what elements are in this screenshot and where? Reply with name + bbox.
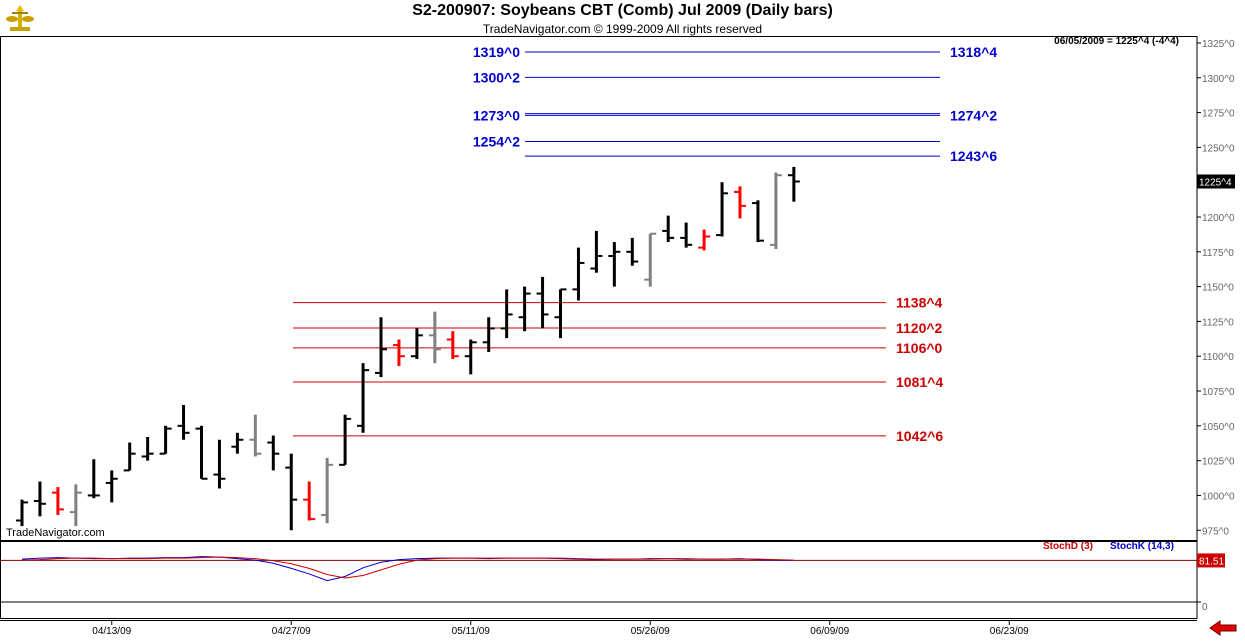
stochd-line bbox=[21, 556, 794, 579]
date-tick-label: 06/23/09 bbox=[990, 626, 1029, 637]
upper-level-label-right: 1243^6 bbox=[950, 148, 997, 164]
scroll-left-arrow-icon[interactable] bbox=[1209, 620, 1237, 636]
stoch-tick-label: 0 bbox=[1202, 602, 1208, 613]
upper-level-label-right: 1274^2 bbox=[950, 107, 997, 123]
date-tick-label: 04/13/09 bbox=[92, 626, 131, 637]
price-tick-label: 1125^0 bbox=[1202, 317, 1234, 328]
upper-level-label-left: 1273^0 bbox=[473, 107, 520, 123]
date-tick-label: 05/11/09 bbox=[452, 626, 491, 637]
last-price-tag-label: 1225^4 bbox=[1199, 177, 1232, 188]
price-tick-label: 1175^0 bbox=[1202, 248, 1234, 259]
trade-navigator-logo-icon bbox=[4, 3, 36, 35]
date-tick-label: 06/09/09 bbox=[810, 626, 849, 637]
last-quote: 06/05/2009 = 1225^4 (-4^4) bbox=[1054, 36, 1179, 47]
chart-title: S2-200907: Soybeans CBT (Comb) Jul 2009 … bbox=[412, 2, 833, 19]
price-tick-label: 1025^0 bbox=[1202, 457, 1235, 468]
price-tick-label: 1100^0 bbox=[1202, 352, 1234, 363]
upper-level-label-left: 1254^2 bbox=[473, 133, 520, 149]
price-tick-label: 1075^0 bbox=[1202, 387, 1235, 398]
chart-subtitle: TradeNavigator.com © 1999-2009 All right… bbox=[482, 22, 763, 36]
stoch-value-tag-label: 81.51 bbox=[1199, 556, 1224, 567]
date-tick-label: 04/27/09 bbox=[272, 626, 311, 637]
upper-level-label-left: 1319^0 bbox=[473, 44, 520, 60]
lower-level-label: 1120^2 bbox=[896, 320, 943, 336]
price-tick-label: 1050^0 bbox=[1202, 422, 1235, 433]
date-tick-label: 05/26/09 bbox=[631, 626, 670, 637]
stoch-panel-frame bbox=[0, 541, 1198, 619]
lower-level-label: 1081^4 bbox=[896, 374, 943, 390]
upper-level-label-right: 1318^4 bbox=[950, 44, 997, 60]
stochk-label: StochK (14,3) bbox=[1110, 541, 1174, 552]
price-tick-label: 975^0 bbox=[1202, 526, 1229, 537]
price-tick-label: 1325^0 bbox=[1202, 39, 1235, 50]
upper-level-label-left: 1300^2 bbox=[473, 69, 520, 85]
stochd-label: StochD (3) bbox=[1043, 541, 1093, 552]
price-tick-label: 1200^0 bbox=[1202, 213, 1235, 224]
price-tick-label: 1000^0 bbox=[1202, 491, 1235, 502]
price-tick-label: 1250^0 bbox=[1202, 143, 1235, 154]
price-tick-label: 1275^0 bbox=[1202, 109, 1235, 120]
price-panel-frame bbox=[0, 36, 1198, 541]
price-tick-label: 1150^0 bbox=[1202, 283, 1234, 294]
price-tick-label: 1300^0 bbox=[1202, 74, 1235, 85]
lower-level-label: 1042^6 bbox=[896, 428, 943, 444]
lower-level-label: 1106^0 bbox=[896, 340, 943, 356]
last-price-tag bbox=[1197, 174, 1235, 189]
lower-level-label: 1138^4 bbox=[896, 295, 943, 311]
watermark: TradeNavigator.com bbox=[6, 527, 105, 539]
stoch-value-tag bbox=[1197, 553, 1225, 568]
